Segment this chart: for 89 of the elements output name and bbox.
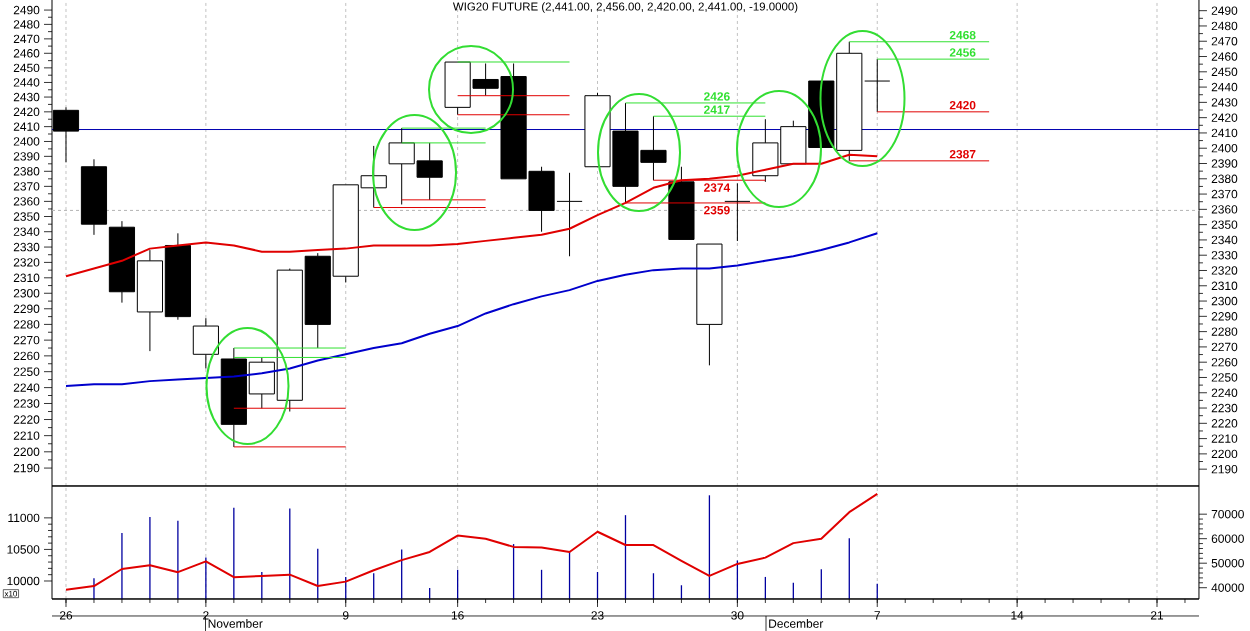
y2-tick-label: 2300 [1211,296,1238,306]
y2-tick-label: 70000 [1211,509,1244,519]
y-tick-label: 2290 [13,304,40,313]
data-label: 2468 [949,30,976,40]
y-tick-label: 2220 [13,415,40,424]
y-tick-label: 2270 [13,335,40,345]
y-tick-label: 2250 [13,367,40,376]
y2-tick-label: 2270 [1211,342,1238,352]
y2-tick-label: 2410 [1211,128,1238,138]
x-tick-label: 2 [203,611,209,620]
y2-tick-label: 2390 [1211,159,1238,168]
data-label: 2417 [704,105,730,114]
y2-tick-label: 2470 [1211,37,1238,46]
chart-title: WIG20 FUTURE (2,441.00, 2,456.00, 2,420.00, 2,441.00, -19.0000) [452,2,798,13]
text: December [769,619,824,628]
y-tick-label: 2410 [13,122,40,131]
x-tick-label: 16 [451,611,464,620]
y-tick-label: 2360 [13,197,40,206]
y2-tick-label: 2420 [1211,113,1238,122]
y2-tick-label: 2450 [1211,67,1238,77]
y2-tick-label: 2250 [1211,373,1238,382]
y-tick-label: 2490 [13,5,40,15]
x-tick-label: 30 [731,611,744,620]
y-tick-label: 2330 [13,242,40,252]
y-tick-label: 2230 [13,399,40,408]
y2-tick-label: 2330 [1211,250,1238,260]
y-tick-label: 2480 [13,20,40,29]
data-label: 2426 [704,92,730,101]
y-tick-label: 10500 [7,545,40,554]
y2-tick-label: 40000 [1211,583,1244,592]
y-tick-label: 2260 [13,351,40,361]
data-label: 2359 [704,205,730,215]
y2-tick-label: 2310 [1211,281,1238,290]
x-tick-label: 7 [874,611,880,620]
y2-tick-label: 2280 [1211,327,1238,336]
y2-tick-label: 2430 [1211,98,1238,107]
y2-tick-label: 2400 [1211,144,1238,153]
y-tick-label: 2390 [13,152,40,161]
x-tick-label: 23 [591,611,604,620]
y-tick-label: 2430 [13,92,40,102]
y2-tick-label: 2200 [1211,449,1238,459]
y2-tick-label: 60000 [1211,534,1244,543]
y-tick-label: 2380 [13,167,40,176]
y-tick-label: 11000 [8,513,40,523]
y-tick-label: 2320 [13,258,40,267]
x-tick-label: 26 [59,611,73,620]
y-tick-label: 2460 [13,49,40,58]
x-tick-label: 21 [1150,611,1164,620]
y2-tick-label: 2290 [1211,312,1238,321]
y2-tick-label: 2240 [1211,388,1238,397]
data-label: 2387 [949,149,976,159]
y2-tick-label: 2190 [1211,464,1238,474]
y2-tick-label: 2210 [1211,434,1238,443]
y2-tick-label: 2380 [1211,174,1238,184]
y2-tick-label: 2370 [1211,189,1238,199]
y2-tick-label: 2320 [1211,266,1238,275]
y2-tick-label: 2230 [1211,403,1238,413]
y-tick-label: 2440 [13,78,40,87]
x-tick-label: 14 [1011,611,1024,620]
y-tick-label: 2370 [13,182,40,191]
y-tick-label: 2210 [13,431,40,440]
y2-tick-label: 2260 [1211,357,1238,367]
x-tick-label: 9 [342,611,349,620]
y2-tick-label: 2360 [1211,205,1238,214]
y2-tick-label: 2460 [1211,52,1238,61]
data-label: 2374 [704,183,731,192]
y-tick-label: 2190 [13,463,40,473]
y-tick-label: 2450 [13,63,40,73]
y-tick-label: 2340 [13,227,40,236]
y2-tick-label: 2350 [1211,220,1238,229]
data-label: 2456 [949,48,976,57]
data-label: 2420 [949,100,976,110]
y-tick-label: 2280 [13,320,40,329]
y-tick-label: 2240 [13,383,40,392]
y-tick-label: 2350 [13,212,40,221]
text: November [208,619,263,628]
y2-tick-label: 50000 [1211,558,1244,568]
y2-tick-label: 2440 [1211,82,1238,92]
y2-tick-label: 2490 [1211,6,1238,15]
y2-tick-label: 2480 [1211,21,1238,31]
y-tick-label: 2310 [13,273,40,283]
y-tick-label: 2400 [13,137,40,146]
y-tick-label: 2200 [13,447,40,457]
y2-tick-label: 2340 [1211,235,1238,245]
y-tick-label: 2420 [13,107,40,117]
y-tick-label: 10000 [7,576,40,586]
y2-tick-label: 2220 [1211,419,1238,428]
y-tick-label: 2470 [13,34,40,44]
y-tick-label: 2300 [13,289,40,298]
